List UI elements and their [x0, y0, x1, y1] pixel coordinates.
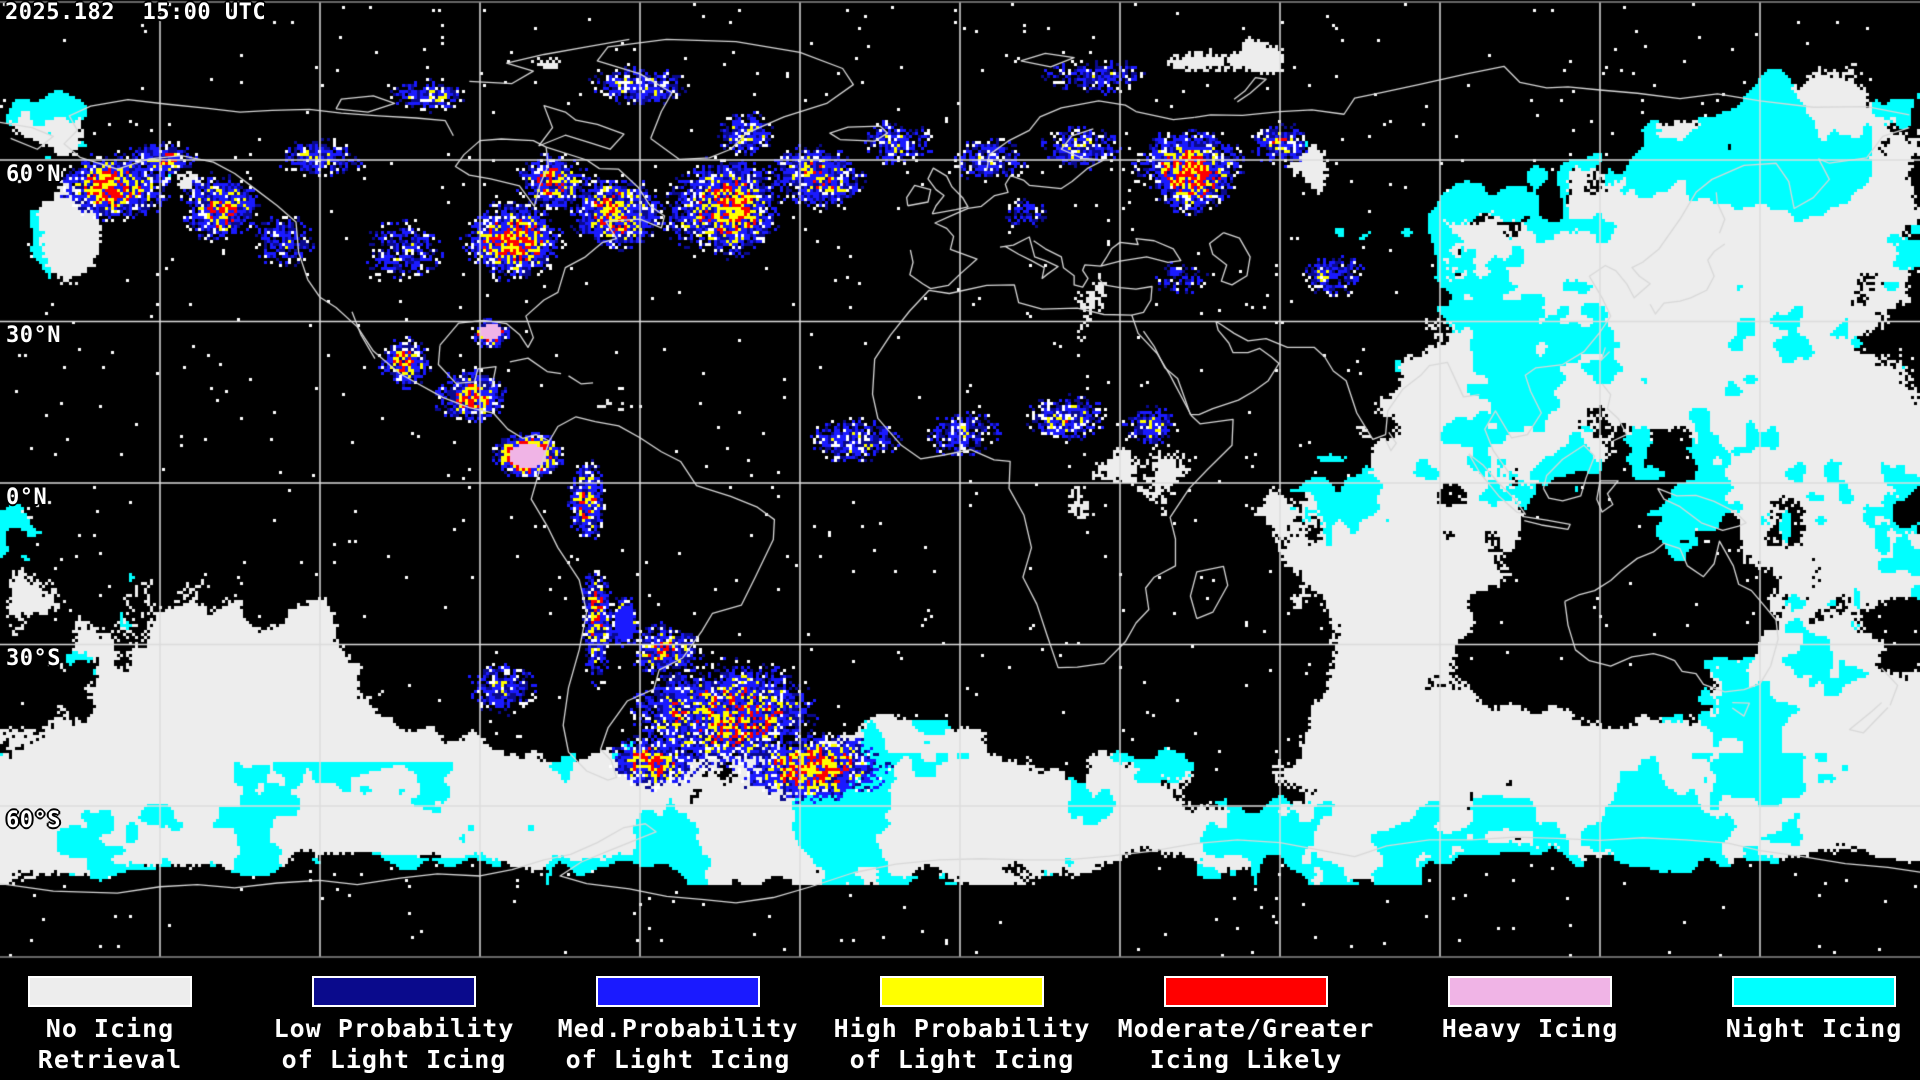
med-probability-swatch: [596, 976, 760, 1007]
legend-entry-heavy-icing: Heavy Icing: [1388, 962, 1672, 1044]
legend-entry-low-probability: Low Probability of Light Icing: [252, 962, 536, 1075]
night-icing-label: Night Icing: [1672, 1013, 1920, 1044]
med-probability-label: Med.Probability of Light Icing: [536, 1013, 820, 1075]
lat-label-3: 30°S: [6, 646, 61, 671]
low-probability-swatch: [312, 976, 476, 1007]
med-probability-label-line-1: of Light Icing: [565, 1045, 791, 1074]
heavy-icing-label-line-0: Heavy Icing: [1441, 1014, 1619, 1043]
no-icing-retrieval-swatch: [28, 976, 192, 1007]
high-probability-label: High Probability of Light Icing: [820, 1013, 1104, 1075]
heavy-icing-label: Heavy Icing: [1388, 1013, 1672, 1044]
lat-label-4: 60°S: [6, 808, 61, 833]
no-icing-retrieval-label-line-1: Retrieval: [37, 1045, 183, 1074]
low-probability-label-line-0: Low Probability: [273, 1014, 515, 1043]
moderate-greater-label-line-1: Icing Likely: [1149, 1045, 1343, 1074]
lat-label-2: 0°N: [6, 485, 48, 510]
legend-entry-moderate-greater: Moderate/Greater Icing Likely: [1104, 962, 1388, 1075]
lat-label-1: 30°N: [6, 323, 61, 348]
heavy-icing-swatch: [1448, 976, 1612, 1007]
low-probability-label-line-1: of Light Icing: [281, 1045, 507, 1074]
moderate-greater-label-line-0: Moderate/Greater: [1117, 1014, 1375, 1043]
timestamp-label: 2025.182 15:00 UTC: [5, 0, 267, 25]
low-probability-label: Low Probability of Light Icing: [252, 1013, 536, 1075]
moderate-greater-label: Moderate/Greater Icing Likely: [1104, 1013, 1388, 1075]
night-icing-label-line-0: Night Icing: [1725, 1014, 1903, 1043]
high-probability-label-line-0: High Probability: [833, 1014, 1091, 1043]
no-icing-retrieval-label-line-0: No Icing: [45, 1014, 175, 1043]
moderate-greater-swatch: [1164, 976, 1328, 1007]
legend-entry-no-icing-retrieval: No Icing Retrieval: [0, 962, 252, 1075]
legend-entry-night-icing: Night Icing: [1672, 962, 1920, 1044]
med-probability-label-line-0: Med.Probability: [557, 1014, 799, 1043]
night-icing-swatch: [1732, 976, 1896, 1007]
legend: No Icing Retrieval Low Probability of Light…: [0, 962, 1920, 1080]
legend-entry-med-probability: Med.Probability of Light Icing: [536, 962, 820, 1075]
lat-label-0: 60°N: [6, 162, 61, 187]
legend-entry-high-probability: High Probability of Light Icing: [820, 962, 1104, 1075]
no-icing-retrieval-label: No Icing Retrieval: [0, 1013, 252, 1075]
high-probability-swatch: [880, 976, 1044, 1007]
high-probability-label-line-1: of Light Icing: [849, 1045, 1075, 1074]
